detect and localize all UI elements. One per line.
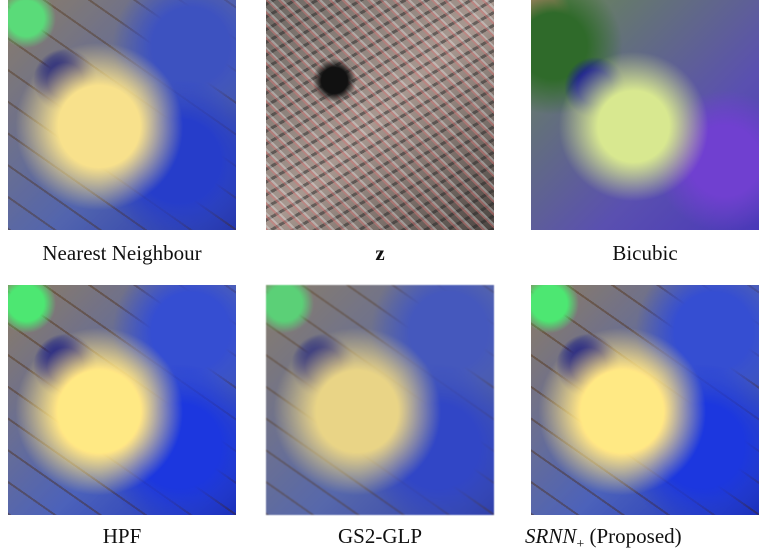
image xyxy=(266,285,494,515)
caption: GS2-GLP xyxy=(250,524,510,549)
caption: SRNN+ (Proposed) xyxy=(525,524,759,553)
image xyxy=(531,285,759,515)
caption-text: (Proposed) xyxy=(590,524,682,548)
caption: z xyxy=(250,241,510,266)
caption-math: SRNN xyxy=(525,524,576,548)
caption: HPF xyxy=(0,524,252,549)
image xyxy=(531,0,759,230)
image xyxy=(8,0,236,230)
figure: Nearest Neighbour z Bicubic HPF GS2-GLP … xyxy=(0,0,759,551)
caption: Nearest Neighbour xyxy=(0,241,252,266)
caption-subscript: + xyxy=(576,537,584,552)
caption: Bicubic xyxy=(515,241,759,266)
image xyxy=(266,0,494,230)
image xyxy=(8,285,236,515)
